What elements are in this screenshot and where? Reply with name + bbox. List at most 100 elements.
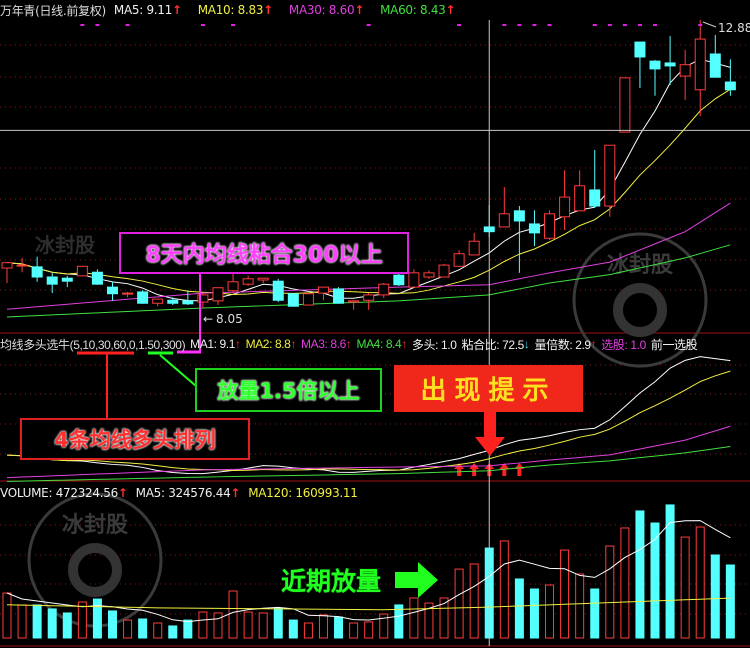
- ma30-value: MA30: 8.60: [288, 3, 355, 17]
- signal-marker: [80, 24, 85, 26]
- candle-up: [1, 262, 13, 269]
- signal-marker: [653, 24, 658, 26]
- watermark-text: 冰封股: [35, 233, 95, 257]
- indicator-header: 均线多头选牛(5,10,30,60,0,1.50,300) MA1: 9.1 ↑ …: [0, 335, 698, 353]
- volume-bar: [243, 611, 253, 639]
- candle-up: [197, 294, 209, 303]
- low-arrow: ←: [203, 312, 213, 326]
- candle-up: [363, 294, 375, 301]
- candle-up: [152, 298, 164, 304]
- candle-down: [589, 189, 601, 207]
- volume-bar: [454, 568, 464, 639]
- up-arrow-icon: ↑: [171, 3, 182, 17]
- volume-bar: [409, 597, 419, 639]
- candle-up: [498, 213, 510, 228]
- up-arrow-icon: ↑: [345, 337, 352, 351]
- volume-bar: [710, 554, 720, 639]
- low-price-label: 8.05: [216, 312, 243, 326]
- volume-bar: [605, 545, 615, 639]
- candle-up: [438, 264, 450, 278]
- ma3-value: MA3: 8.6: [301, 337, 346, 351]
- volume-bar: [198, 611, 208, 639]
- candle-down: [333, 288, 345, 304]
- volume-bar: [77, 601, 87, 639]
- volume-bar: [529, 588, 539, 639]
- candle-down: [393, 274, 405, 286]
- volume-bar: [62, 612, 72, 639]
- candle-down: [106, 286, 118, 295]
- signal-marker: [200, 24, 205, 26]
- ma30-line: [6, 202, 731, 310]
- candle-up: [544, 213, 556, 239]
- volume-bar: [349, 622, 359, 639]
- candle-up: [257, 277, 269, 281]
- volume-bar: [123, 619, 133, 639]
- volume-bar: [379, 613, 389, 639]
- volume-bar: [424, 602, 434, 639]
- up-arrow-icon: ↑: [590, 337, 597, 351]
- volume-bar: [228, 590, 238, 639]
- candle-up: [559, 196, 571, 218]
- candle-up: [574, 185, 586, 212]
- volume-bar: [650, 522, 660, 639]
- up-arrow-icon: ↑: [263, 3, 273, 17]
- up-arrow-icon: ↑: [290, 337, 297, 351]
- volume-ma120-line: [6, 597, 731, 611]
- signal-marker: [517, 24, 522, 26]
- volume-bar: [2, 592, 12, 639]
- candle-down: [167, 299, 179, 304]
- arrow-right-icon: [395, 562, 438, 598]
- signal-marker: [698, 24, 703, 26]
- candle-down: [287, 293, 299, 307]
- candle-down: [61, 277, 73, 282]
- ma10-value: MA10: 8.83: [197, 3, 264, 17]
- volume-bar: [394, 604, 404, 639]
- volume-bar: [635, 510, 645, 639]
- watermark-emblem-icon: [68, 543, 122, 597]
- price-labels: 12.88 ← 8.05: [203, 21, 750, 326]
- nianhe-value: 粘合比: 72.5: [461, 337, 524, 352]
- volume-header: VOLUME: 472324.56 ↑ MA5: 324576.44 ↑ MA120…: [0, 484, 358, 502]
- volume-bar: [32, 604, 42, 639]
- indicator-ma1-line: [6, 356, 731, 475]
- candle-up: [468, 240, 480, 256]
- candle-down: [182, 300, 194, 305]
- candle-up: [302, 293, 314, 306]
- candle-up: [16, 264, 28, 267]
- signal-marker: [502, 24, 507, 26]
- volume-bar: [499, 540, 509, 639]
- xuangu-value: 选股: 1.0: [601, 337, 646, 352]
- signal-marker: [125, 24, 130, 26]
- watermark-text: 冰封股: [62, 513, 128, 538]
- volume-ma120-value: MA120: 160993.11: [248, 486, 358, 500]
- signal-marker: [637, 24, 642, 26]
- volume-bar: [153, 622, 163, 639]
- volume-bar: [514, 578, 524, 639]
- volume-bar: [318, 614, 328, 639]
- candle-down: [272, 280, 284, 301]
- recent-volume-annotation: 近期放量: [280, 567, 381, 596]
- signal-marker: [532, 24, 537, 26]
- candle-down: [31, 266, 43, 278]
- duotou-annotation: 4条均线多头排列: [20, 418, 250, 460]
- volume-bar: [545, 584, 555, 639]
- volume-bars: [2, 504, 735, 639]
- volume-bar: [288, 619, 298, 639]
- signal-marker: [622, 24, 627, 26]
- volume-bar: [273, 607, 283, 639]
- watermark-seal-icon: [572, 232, 708, 368]
- volume-bar: [725, 564, 735, 639]
- candle-up: [212, 287, 224, 302]
- ma5-value: MA5: 9.11: [113, 3, 172, 17]
- candle-down: [528, 223, 540, 234]
- indicator-title: 均线多头选牛(5,10,30,60,0,1.50,300): [0, 337, 186, 352]
- fangliang-annotation: 放量1.5倍以上: [195, 368, 382, 412]
- candle-down: [634, 41, 646, 58]
- up-arrow-icon: ↑: [230, 486, 241, 500]
- signal-marker: [547, 24, 552, 26]
- volume-bar: [695, 526, 705, 639]
- candle-up: [408, 272, 420, 288]
- up-arrow-icon: ↑: [401, 337, 407, 351]
- volume-bar: [469, 563, 479, 639]
- candle-up: [694, 38, 706, 91]
